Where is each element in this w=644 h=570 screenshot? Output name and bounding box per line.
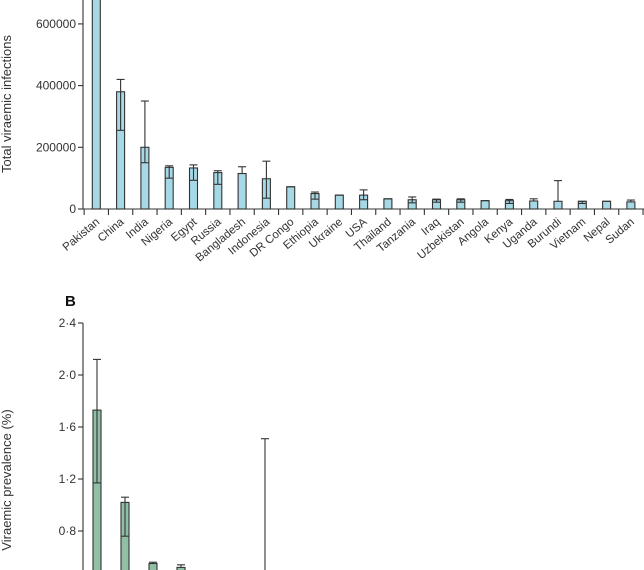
y-axis-label-b: Viraemic prevalence (%) (0, 409, 14, 550)
bar (286, 186, 296, 210)
y-tick-label: 400000 (36, 79, 76, 93)
bar (91, 0, 101, 210)
bar (148, 562, 158, 570)
x-tick-label: China (96, 216, 127, 245)
y-tick-label: 2·0 (59, 368, 77, 382)
bar (553, 200, 563, 210)
y-tick-label: 600000 (36, 17, 76, 31)
y-tick-label: 0·8 (59, 524, 77, 538)
y-tick-label: 1·6 (59, 420, 77, 434)
bar (626, 201, 636, 210)
y-tick-label: 0 (69, 202, 76, 216)
bar (383, 198, 393, 210)
y-tick-label: 2·4 (59, 316, 77, 330)
bar (529, 200, 539, 210)
y-tick-label: 1·2 (59, 472, 77, 486)
y-axis-label-a: Total viraemic infections (0, 35, 14, 173)
y-tick-label: 200000 (36, 140, 76, 154)
bar (480, 200, 490, 210)
panel-label-b: B (65, 293, 76, 310)
bar (602, 200, 612, 210)
chart-a: 0200000400000600000PakistanChinaIndiaNig… (36, 0, 644, 264)
chart-b: 0·8 1·2 1·6 2·0 2·4 (59, 316, 269, 570)
bar (334, 194, 344, 210)
bar (237, 172, 247, 210)
